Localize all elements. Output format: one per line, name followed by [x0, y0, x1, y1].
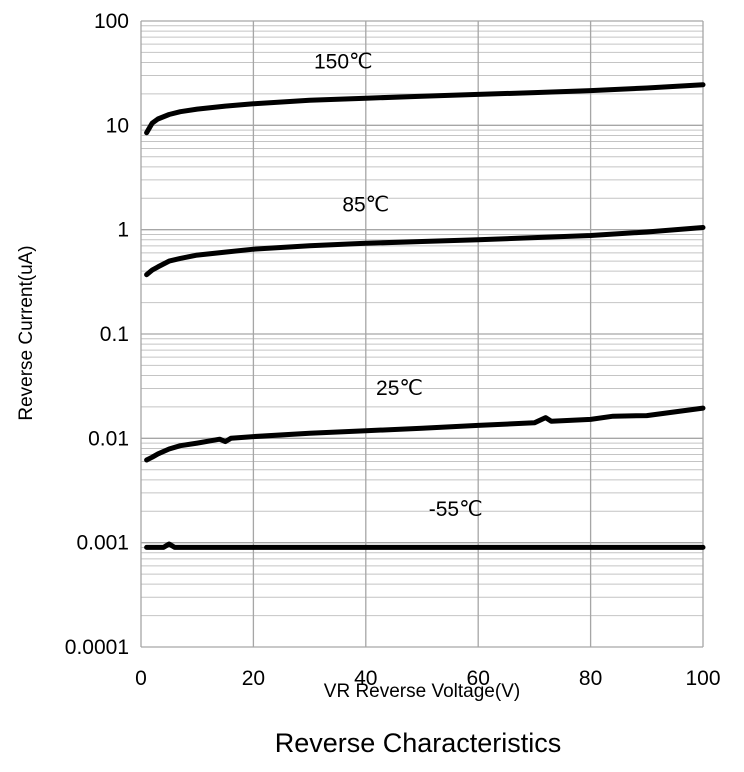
series-line-0 — [144, 82, 706, 136]
series-lines — [144, 82, 706, 550]
y-tick-label: 0.0001 — [65, 636, 129, 659]
y-tick-label: 1 — [117, 219, 129, 242]
x-tick-label: 0 — [135, 667, 147, 690]
series-label: -55℃ — [429, 498, 483, 521]
x-tick-labels: 0 20 40 60 80 100 — [135, 667, 720, 690]
y-tick-label: 0.01 — [88, 427, 129, 450]
series-label: 25℃ — [376, 377, 423, 400]
y-tick-label: 0.1 — [100, 323, 129, 346]
x-tick-label: 100 — [685, 667, 720, 690]
gridlines — [140, 20, 704, 648]
x-tick-label: 80 — [579, 667, 602, 690]
series-line-2 — [144, 405, 706, 463]
series-line-1 — [144, 225, 706, 278]
y-tick-labels: 0.0001 0.001 0.01 0.1 1 10 100 — [65, 10, 129, 659]
y-tick-label: 0.001 — [76, 532, 129, 555]
series-line-3 — [144, 541, 706, 550]
x-tick-label: 20 — [242, 667, 265, 690]
y-tick-label: 10 — [106, 114, 129, 137]
series-label: 85℃ — [342, 193, 389, 216]
y-axis-title: Reverse Current(uA) — [16, 245, 37, 420]
series-annotations: 150℃ 85℃ 25℃ -55℃ — [314, 51, 483, 521]
y-tick-label: 100 — [94, 10, 129, 33]
x-axis-title: VR Reverse Voltage(V) — [324, 681, 520, 702]
chart-title: Reverse Characteristics — [275, 728, 562, 758]
x-tick-label: 40 — [354, 667, 377, 690]
x-tick-label: 60 — [467, 667, 490, 690]
series-label: 150℃ — [314, 51, 373, 74]
